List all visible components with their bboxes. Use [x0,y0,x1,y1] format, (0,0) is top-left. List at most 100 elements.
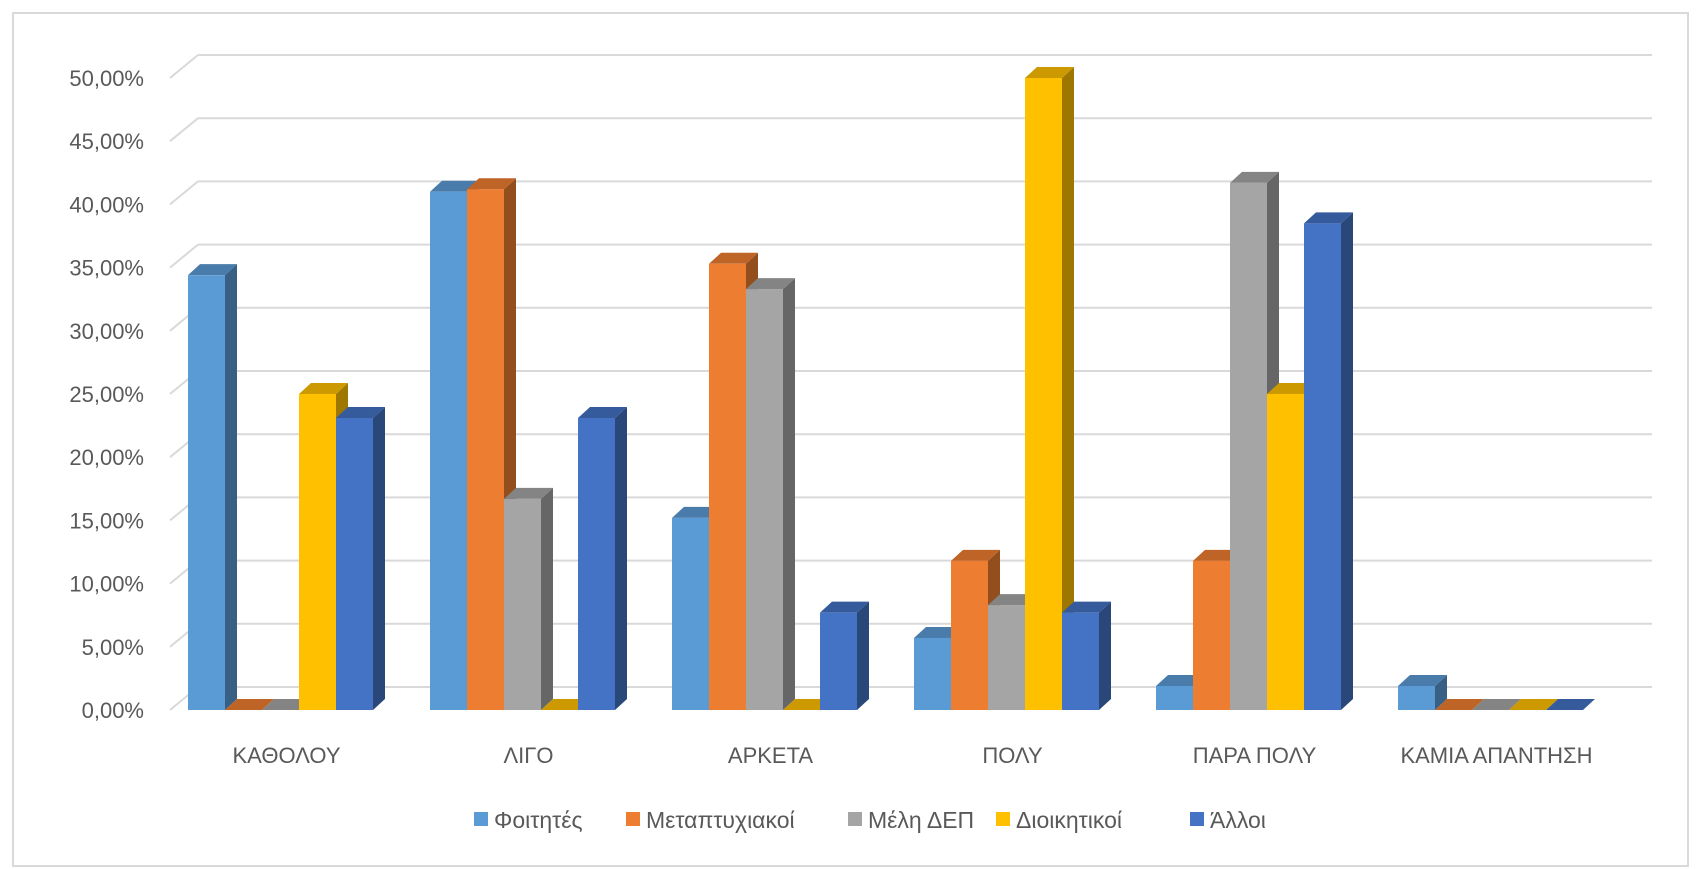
y-tick-label: 15,00% [69,508,144,533]
y-tick-label: 5,00% [82,635,144,660]
bar-top [541,699,590,710]
bar-top [578,407,627,419]
bar-front [914,637,951,710]
bar-side [225,264,237,710]
bar-top [1546,699,1595,710]
bar-top [188,264,237,276]
legend-swatch [474,812,488,826]
bar-side [783,278,795,710]
bar-front [188,275,225,710]
category-label: ΚΑΘΟΛΟΥ [232,743,340,768]
y-tick-label: 40,00% [69,192,144,217]
bar-front [299,394,336,710]
bar-top [262,699,311,710]
legend-swatch [848,812,862,826]
bar-front [430,191,467,710]
legend-item: Φοιτητές [474,807,583,833]
bar-front [820,612,857,710]
bar [820,601,869,710]
bar-top [1230,171,1279,183]
gridlines [169,54,1652,711]
bar-top [1267,383,1316,394]
bar-side [615,407,627,710]
bar-top [1509,699,1558,710]
bar-top [1472,699,1521,710]
bar-front [1156,685,1193,710]
bar [1472,699,1521,710]
bar-top [914,626,963,638]
bar [188,264,237,710]
bar [225,699,274,710]
legend-swatch [1190,812,1204,826]
bar [504,487,553,710]
bar-front [672,517,709,710]
bar-side [373,407,385,710]
bar-side [1341,212,1353,711]
bar [1398,674,1447,710]
bar-top [1435,699,1484,710]
bar [1025,67,1074,710]
bar-front [1230,182,1267,711]
category-label: ΛΙΓΟ [503,743,553,768]
bar-top [820,601,869,613]
bar [1435,699,1484,710]
y-tick-label: 50,00% [69,66,144,91]
bar-top [225,699,274,710]
bar-top [746,278,795,290]
x-axis-categories: ΚΑΘΟΛΟΥ ΛΙΓΟ ΑΡΚΕΤΑ ΠΟΛΥ ΠΑΡΑ ΠΟΛΥ ΚΑΜΙΑ ΑΠΑΝ… [232,743,1592,768]
bar-front [1398,685,1435,710]
bar [336,407,385,710]
legend-swatch [626,812,640,826]
bar-top [1156,674,1205,686]
y-tick-label: 0,00% [82,698,144,723]
bar-front [1304,223,1341,711]
bar-front [988,605,1025,710]
bar-top [336,407,385,419]
bar [1062,601,1111,710]
bar-top [988,594,1037,606]
gridline-depth [169,180,199,206]
bar [1546,699,1595,710]
bar-top [299,383,348,394]
y-tick-label: 30,00% [69,319,144,344]
bar [783,699,832,710]
bar-top [1062,601,1111,613]
y-tick-label: 45,00% [69,129,144,154]
legend-item: Μεταπτυχιακοί [626,807,795,833]
category-label: ΑΡΚΕΤΑ [728,743,814,768]
bar-front [951,560,988,710]
bar-top [783,699,832,710]
bar [541,699,590,710]
bar [1509,699,1558,710]
legend-item: Άλλοι [1190,807,1266,833]
bar-front [1062,612,1099,710]
bar-front [1267,394,1304,710]
bar-front [336,418,373,710]
category-label: ΠΟΛΥ [982,743,1043,768]
category-label: ΠΑΡΑ ΠΟΛΥ [1193,743,1317,768]
bar-front [504,498,541,710]
y-tick-label: 35,00% [69,256,144,281]
bar-top [672,506,721,518]
legend-item: Διοικητικοί [996,807,1122,833]
bar-front [578,418,615,710]
legend-label: Διοικητικοί [1016,807,1122,833]
bar-front [467,189,504,710]
bar [578,407,627,710]
bar-side [1062,67,1074,710]
bar-front [709,263,746,710]
legend-label: Φοιτητές [494,807,583,833]
y-tick-label: 20,00% [69,445,144,470]
legend-label: Άλλοι [1210,807,1266,833]
bar-top [1193,549,1242,561]
legend-label: Μεταπτυχιακοί [646,807,795,833]
legend-item: Μέλη ΔΕΠ [848,807,974,833]
gridline-depth [169,54,199,79]
bar [746,278,795,710]
bar-front [1025,78,1062,710]
bar-side [541,487,553,710]
bar-top [1025,67,1074,78]
bar-side [1099,601,1111,710]
legend-swatch [996,812,1010,826]
